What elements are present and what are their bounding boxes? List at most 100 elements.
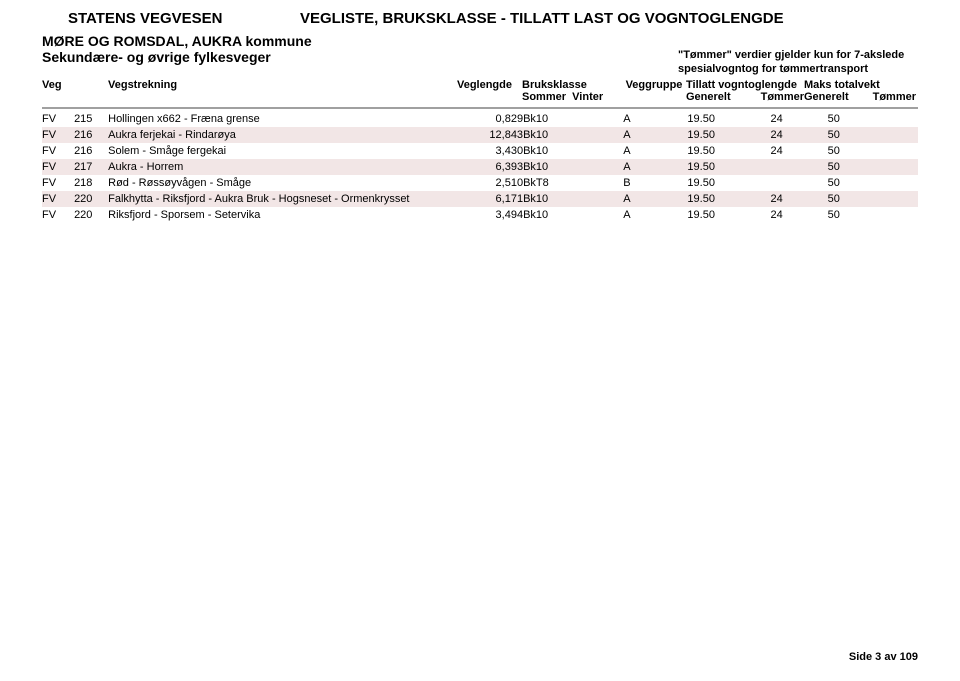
cell-vnr: 216 <box>74 127 108 143</box>
cell-mgen: 50 <box>806 111 862 127</box>
cell-tom <box>748 175 806 191</box>
cell-mgen: 50 <box>806 175 862 191</box>
cell-tom: 24 <box>748 207 806 223</box>
cell-strn: Rød - Røssøyvågen - Småge <box>108 175 453 191</box>
cell-grp: A <box>623 127 687 143</box>
cell-bruk: BkT8 <box>523 175 623 191</box>
cell-mgen: 50 <box>806 159 862 175</box>
cell-bruk: Bk10 <box>523 111 623 127</box>
table-row: FV216Aukra ferjekai - Rindarøya12,843Bk1… <box>42 127 918 143</box>
cell-gen: 19.50 <box>687 207 747 223</box>
cell-len: 2,510 <box>453 175 523 191</box>
col-veggruppe: Veggruppe <box>622 79 686 103</box>
col-mtv-generelt: Generelt <box>804 91 849 103</box>
cell-vnr: 218 <box>74 175 108 191</box>
col-bruk-sommer: Sommer <box>522 91 566 103</box>
cell-vnr: 217 <box>74 159 108 175</box>
col-bruksklasse-label: Bruksklasse <box>522 79 622 91</box>
cell-mgen: 50 <box>806 127 862 143</box>
cell-tom: 24 <box>748 143 806 159</box>
cell-veg: FV <box>42 143 74 159</box>
cell-vnr: 216 <box>74 143 108 159</box>
col-tvl: Tillatt vogntoglengde Generelt Tømmer <box>686 79 804 103</box>
cell-strn: Aukra ferjekai - Rindarøya <box>108 127 453 143</box>
cell-vnr: 215 <box>74 111 108 127</box>
page-footer: Side 3 av 109 <box>849 651 918 663</box>
cell-len: 12,843 <box>453 127 523 143</box>
cell-strn: Riksfjord - Sporsem - Setervika <box>108 207 453 223</box>
cell-vnr: 220 <box>74 191 108 207</box>
cell-mtom <box>862 143 918 159</box>
cell-mtom <box>862 207 918 223</box>
table-row: FV220Riksfjord - Sporsem - Setervika3,49… <box>42 207 918 223</box>
table-row: FV215Hollingen x662 - Fræna grense0,829B… <box>42 111 918 127</box>
cell-mgen: 50 <box>806 143 862 159</box>
cell-gen: 19.50 <box>687 143 747 159</box>
cell-tom: 24 <box>748 127 806 143</box>
cell-bruk: Bk10 <box>523 191 623 207</box>
cell-grp: B <box>623 175 687 191</box>
table-row: FV218Rød - Røssøyvågen - Småge2,510BkT8B… <box>42 175 918 191</box>
cell-len: 0,829 <box>453 111 523 127</box>
cell-gen: 19.50 <box>687 127 747 143</box>
cell-mgen: 50 <box>806 191 862 207</box>
tommer-note: "Tømmer" verdier gjelder kun for 7-aksle… <box>678 49 918 77</box>
cell-bruk: Bk10 <box>523 143 623 159</box>
col-bruk-vinter: Vinter <box>572 91 603 103</box>
col-mtv-label: Maks totalvekt <box>804 79 916 91</box>
col-veglengde: Veglengde <box>452 79 522 103</box>
cell-veg: FV <box>42 111 74 127</box>
cell-len: 6,393 <box>453 159 523 175</box>
region-name: MØRE OG ROMSDAL, AUKRA kommune <box>42 33 918 49</box>
cell-tom: 24 <box>748 191 806 207</box>
cell-grp: A <box>623 111 687 127</box>
table-row: FV220Falkhytta - Riksfjord - Aukra Bruk … <box>42 191 918 207</box>
cell-mtom <box>862 159 918 175</box>
cell-gen: 19.50 <box>687 175 747 191</box>
cell-veg: FV <box>42 207 74 223</box>
cell-bruk: Bk10 <box>523 127 623 143</box>
tommer-note-line1: "Tømmer" verdier gjelder kun for 7-aksle… <box>678 49 918 63</box>
cell-mtom <box>862 111 918 127</box>
data-table: FV215Hollingen x662 - Fræna grense0,829B… <box>42 111 918 223</box>
cell-gen: 19.50 <box>687 159 747 175</box>
table-row: FV217Aukra - Horrem6,393Bk10A19.50 50 <box>42 159 918 175</box>
cell-veg: FV <box>42 127 74 143</box>
table-header: Veg Vegstrekning Veglengde Bruksklasse S… <box>42 79 918 109</box>
cell-grp: A <box>623 159 687 175</box>
cell-mtom <box>862 127 918 143</box>
cell-veg: FV <box>42 159 74 175</box>
cell-tom: 24 <box>748 111 806 127</box>
cell-strn: Aukra - Horrem <box>108 159 453 175</box>
cell-tom <box>748 159 806 175</box>
doc-title: VEGLISTE, BRUKSKLASSE - TILLATT LAST OG … <box>300 10 784 27</box>
cell-mtom <box>862 175 918 191</box>
cell-mgen: 50 <box>806 207 862 223</box>
col-vegstrekning: Vegstrekning <box>108 79 452 103</box>
cell-grp: A <box>623 207 687 223</box>
cell-gen: 19.50 <box>687 191 747 207</box>
cell-len: 3,430 <box>453 143 523 159</box>
col-mtv-tommer: Tømmer <box>873 91 916 103</box>
table-row: FV216Solem - Småge fergekai3,430Bk10A19.… <box>42 143 918 159</box>
cell-vnr: 220 <box>74 207 108 223</box>
col-bruksklasse: Bruksklasse Sommer Vinter <box>522 79 622 103</box>
subheading: Sekundære- og øvrige fylkesveger <box>42 49 271 77</box>
tommer-note-line2: spesialvogntog for tømmertransport <box>678 63 918 77</box>
cell-strn: Falkhytta - Riksfjord - Aukra Bruk - Hog… <box>108 191 453 207</box>
cell-mtom <box>862 191 918 207</box>
cell-strn: Solem - Småge fergekai <box>108 143 453 159</box>
cell-bruk: Bk10 <box>523 207 623 223</box>
col-mtv: Maks totalvekt Generelt Tømmer <box>804 79 916 103</box>
cell-gen: 19.50 <box>687 111 747 127</box>
cell-len: 6,171 <box>453 191 523 207</box>
cell-grp: A <box>623 191 687 207</box>
cell-len: 3,494 <box>453 207 523 223</box>
cell-bruk: Bk10 <box>523 159 623 175</box>
org-name: STATENS VEGVESEN <box>68 10 300 27</box>
cell-veg: FV <box>42 175 74 191</box>
col-tvl-tommer: Tømmer <box>761 91 804 103</box>
col-tvl-generelt: Generelt <box>686 91 731 103</box>
cell-strn: Hollingen x662 - Fræna grense <box>108 111 453 127</box>
col-tvl-label: Tillatt vogntoglengde <box>686 79 804 91</box>
